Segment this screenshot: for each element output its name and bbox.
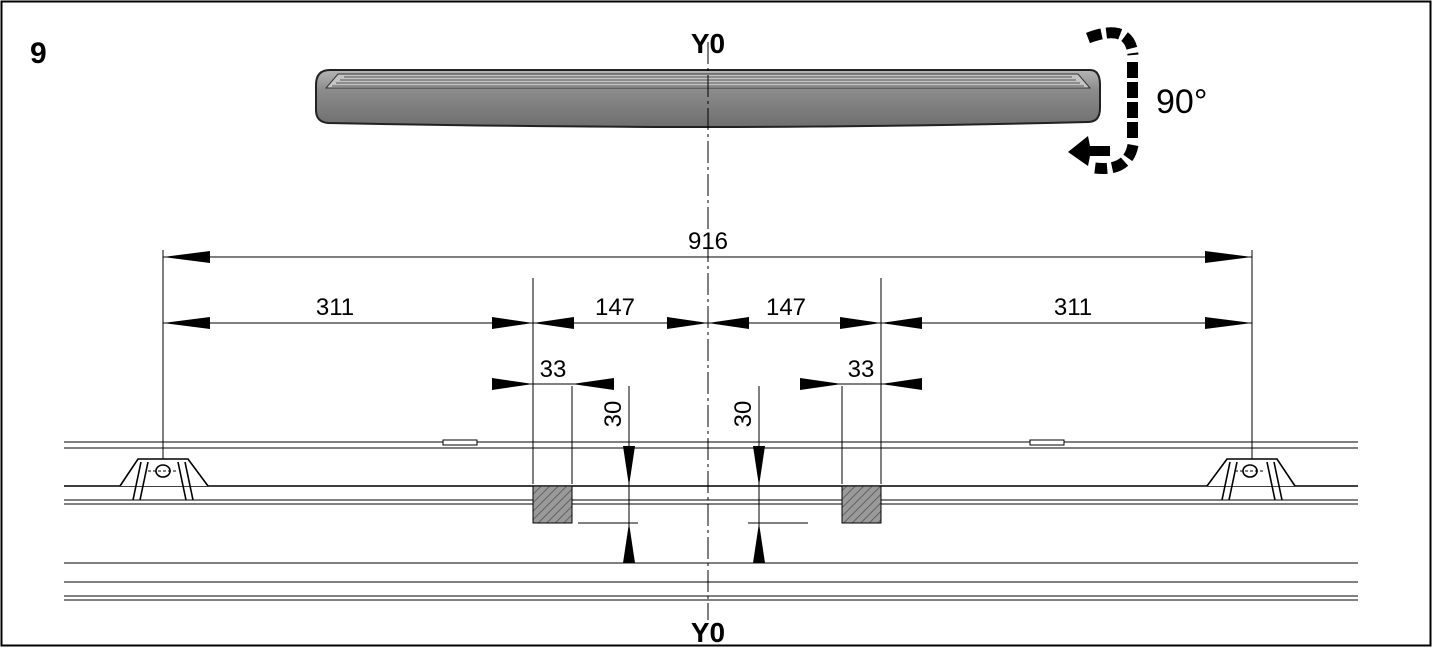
dimension-offset-right — [753, 386, 765, 563]
slot-marks — [442, 439, 1065, 446]
dimension-offset-right-label: 30 — [730, 401, 757, 428]
step-number: 9 — [30, 37, 47, 70]
dimension-offset-left — [623, 386, 635, 563]
dimension-block-right — [800, 378, 922, 390]
dimension-chain — [163, 317, 1252, 329]
bracket-left — [119, 458, 209, 501]
spacer-block-left — [532, 485, 573, 524]
dimension-left-inner: 147 — [595, 294, 635, 321]
dimension-offset-left-label: 30 — [600, 401, 627, 428]
bracket-right — [1206, 458, 1296, 501]
dimension-right-outer: 311 — [1054, 294, 1092, 321]
frame-rail — [64, 441, 1358, 601]
axis-label-bottom: Y0 — [691, 617, 725, 648]
dimension-block-right-label: 33 — [848, 356, 875, 383]
dimension-right-inner: 147 — [766, 294, 806, 321]
dimension-block-left-label: 33 — [540, 356, 567, 383]
dimension-overall-label: 916 — [688, 228, 728, 255]
rotate-90-icon — [1068, 27, 1139, 175]
spacer-block-right — [841, 485, 882, 524]
dimension-left-outer: 311 — [316, 294, 354, 321]
dimension-overall — [163, 251, 1252, 263]
rotation-label: 90° — [1156, 83, 1207, 121]
dimension-block-left — [492, 378, 614, 390]
extension-lines — [162, 250, 1253, 524]
